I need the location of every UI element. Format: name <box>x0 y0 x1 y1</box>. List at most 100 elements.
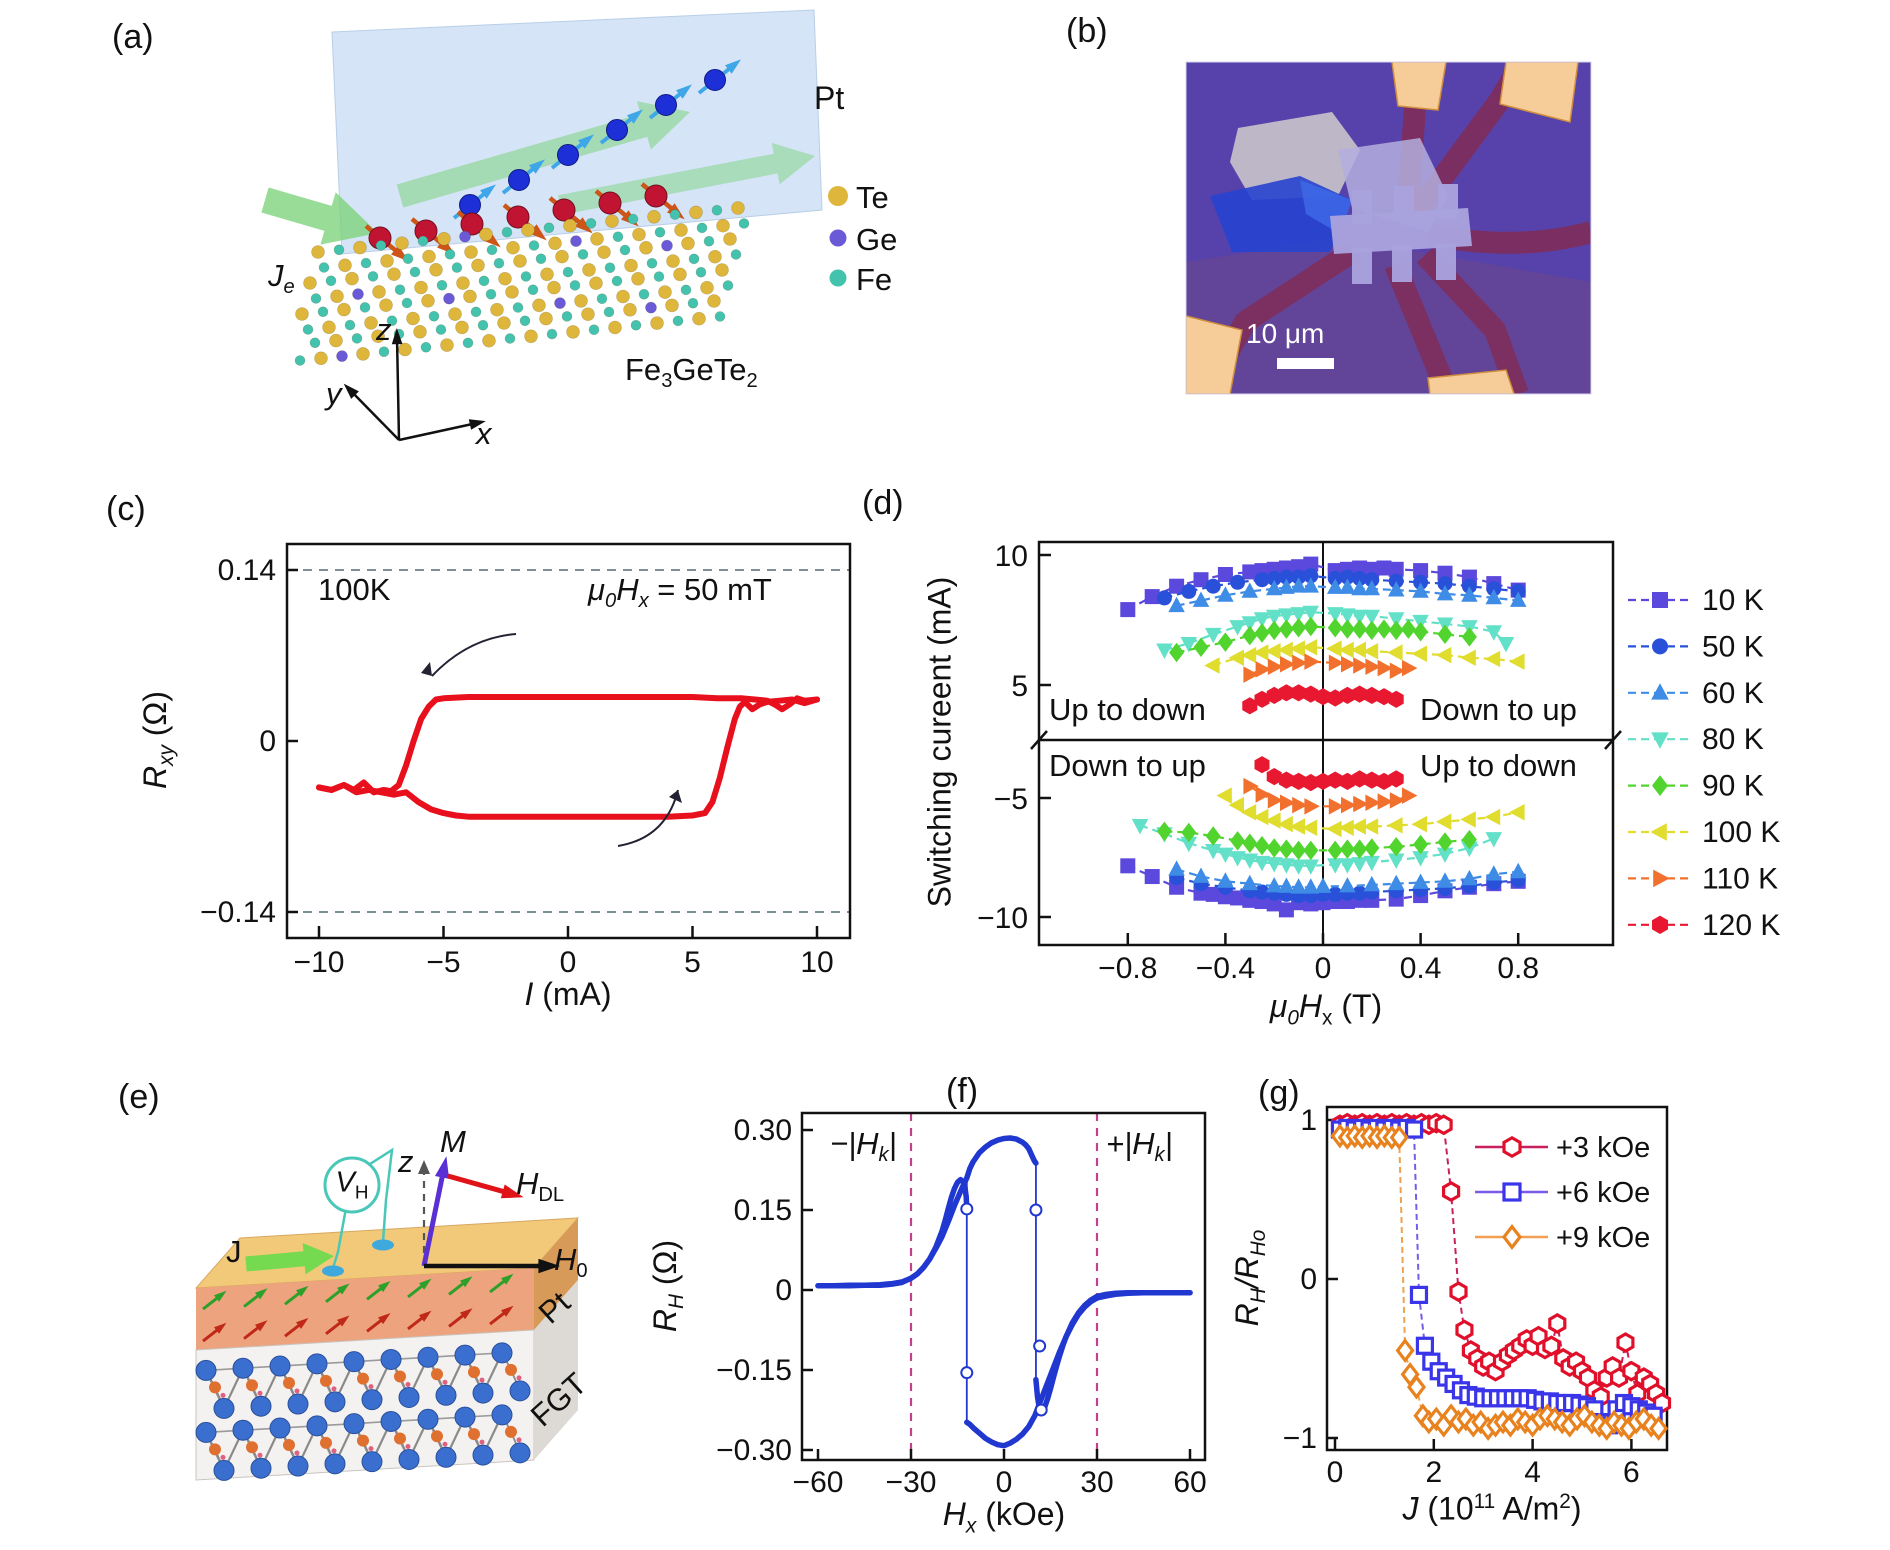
hall-voltage-label: VH <box>336 1167 369 1204</box>
svg-text:4: 4 <box>1524 1456 1541 1489</box>
svg-text:5: 5 <box>684 946 701 979</box>
compound-2: 2 <box>746 370 758 393</box>
y-axis-label-d: Switching cureent (mA) <box>921 576 958 908</box>
svg-text:0: 0 <box>1300 1263 1317 1296</box>
f-ylabel-sub: H <box>665 1293 689 1310</box>
vh-sub: H <box>354 1181 369 1203</box>
g-xlabel-j: J <box>1402 1490 1419 1527</box>
c-xlabel-i: I <box>524 976 534 1012</box>
svg-text:0.30: 0.30 <box>734 1114 792 1147</box>
field-x: x <box>638 590 649 613</box>
svg-text:−0.4: −0.4 <box>1196 952 1255 985</box>
svg-text:60: 60 <box>1173 1466 1206 1499</box>
svg-text:−60: −60 <box>793 1466 844 1499</box>
f-ylabel-r: R <box>646 1309 683 1333</box>
compound-gete: GeTe <box>672 352 747 387</box>
quadrant-label-lower-left: Down to up <box>1049 748 1206 783</box>
f-xlabel-unit: (kOe) <box>976 1496 1066 1532</box>
f-xlabel-h: H <box>942 1496 966 1532</box>
svg-text:−0.30: −0.30 <box>716 1434 792 1467</box>
f-ylabel-unit: (Ω) <box>646 1239 683 1294</box>
axis-y-label-a: y <box>326 376 342 411</box>
field-h: H <box>616 572 639 607</box>
g-ylabel-sub2: Ho <box>1247 1229 1271 1257</box>
d-xlabel-h: H <box>1298 988 1323 1024</box>
g-xlabel-sup2: 2 <box>1559 1490 1571 1513</box>
panel-b-label: (b) <box>1066 12 1108 50</box>
svg-text:0: 0 <box>560 946 577 979</box>
y-axis-label-c: Rxy (Ω) <box>137 691 179 789</box>
chart-c: 0.14 0 −0.14 −10 −5 0 5 10 <box>200 542 852 979</box>
x-axis-label-d: μ0Hx (T) <box>1270 988 1382 1030</box>
hk-positive-label: +|Hk| <box>1106 1126 1173 1167</box>
g-xlabel-t: (10 <box>1418 1490 1474 1527</box>
axes-a <box>343 328 486 442</box>
external-field-label: H0 <box>554 1242 588 1283</box>
panel-g-label: (g) <box>1258 1074 1300 1112</box>
d-xlabel-x: x <box>1322 1006 1333 1030</box>
panel-f-label: (f) <box>946 1072 979 1110</box>
magnetization-label: M <box>440 1124 466 1159</box>
hk-pos-t2: | <box>1164 1126 1173 1161</box>
h0-sub: 0 <box>576 1260 588 1283</box>
svg-text:1: 1 <box>1300 1104 1317 1137</box>
g-ylabel-r: R <box>1228 1303 1265 1327</box>
svg-text:−5: −5 <box>994 783 1028 816</box>
panel-b-micrograph <box>1185 61 1592 395</box>
compound-fe: Fe <box>625 352 662 387</box>
svg-text:110 K: 110 K <box>1702 862 1778 895</box>
svg-text:−1: −1 <box>1283 1422 1317 1455</box>
hk-neg-sub: k <box>878 1144 889 1167</box>
g-xlabel-t3: ) <box>1570 1490 1582 1527</box>
svg-text:0.14: 0.14 <box>218 554 276 587</box>
hdl-sub: DL <box>538 1184 565 1207</box>
quadrant-label-upper-left: Up to down <box>1049 692 1206 727</box>
svg-text:50 K: 50 K <box>1702 630 1764 663</box>
vectors-e <box>245 1156 560 1275</box>
x-axis-label-g: J (1011 A/m2) <box>1403 1490 1582 1528</box>
svg-text:+9 kOe: +9 kOe <box>1556 1222 1650 1254</box>
svg-text:80 K: 80 K <box>1702 723 1764 756</box>
svg-text:90 K: 90 K <box>1702 770 1764 803</box>
panel-a-label: (a) <box>112 18 154 56</box>
field-label-c: μ0Hx = 50 mT <box>588 572 772 613</box>
svg-text:5: 5 <box>1011 670 1028 703</box>
svg-text:−0.15: −0.15 <box>716 1354 792 1387</box>
c-ylabel-sub: xy <box>155 745 179 766</box>
field-rest: = 50 mT <box>648 572 772 607</box>
h0-h: H <box>554 1242 577 1277</box>
legend-ge-label: Ge <box>856 222 898 257</box>
z-axis-label-e: z <box>398 1144 414 1179</box>
svg-text:0: 0 <box>259 725 276 758</box>
svg-text:0: 0 <box>996 1466 1013 1499</box>
chart-g: 1 0 −1 0 2 4 6 <box>1283 1104 1672 1489</box>
hk-pos-sub: k <box>1154 1144 1165 1167</box>
svg-text:0: 0 <box>775 1274 792 1307</box>
chart-d: 10 5 −5 −10 −0.8 −0.4 0 0.4 0.8 <box>977 540 1622 985</box>
legend-g: +3 kOe +6 kOe +9 kOe <box>1475 1132 1650 1254</box>
quadrant-label-lower-right: Up to down <box>1420 748 1577 783</box>
field-mu: μ <box>588 572 605 607</box>
legend-fe-label: Fe <box>856 262 893 297</box>
fgt-chain-0 <box>195 1342 531 1419</box>
je-current-label: Je <box>268 258 295 299</box>
quadrant-label-upper-right: Down to up <box>1420 692 1577 727</box>
compound-label: Fe3GeTe2 <box>625 352 758 393</box>
d-xlabel-zero: 0 <box>1287 1006 1299 1030</box>
je-sub: e <box>283 276 295 299</box>
c-ylabel-unit: (Ω) <box>136 690 173 746</box>
y-axis-label-f: RH (Ω) <box>647 1240 689 1332</box>
svg-text:10: 10 <box>800 946 833 979</box>
panel-c-label: (c) <box>106 490 146 528</box>
svg-text:+3 kOe: +3 kOe <box>1556 1132 1650 1164</box>
g-ylabel-sub: H <box>1247 1288 1271 1304</box>
svg-text:100 K: 100 K <box>1702 816 1780 849</box>
hk-neg-t2: | <box>888 1126 897 1161</box>
legend-te-label: Te <box>856 180 889 215</box>
vh-v: V <box>335 1166 355 1199</box>
hk-pos-t: +|H <box>1106 1126 1155 1161</box>
pt-layer-label-a: Pt <box>814 80 845 116</box>
fgt-lattice <box>294 201 750 366</box>
panel-d-label: (d) <box>862 484 904 522</box>
